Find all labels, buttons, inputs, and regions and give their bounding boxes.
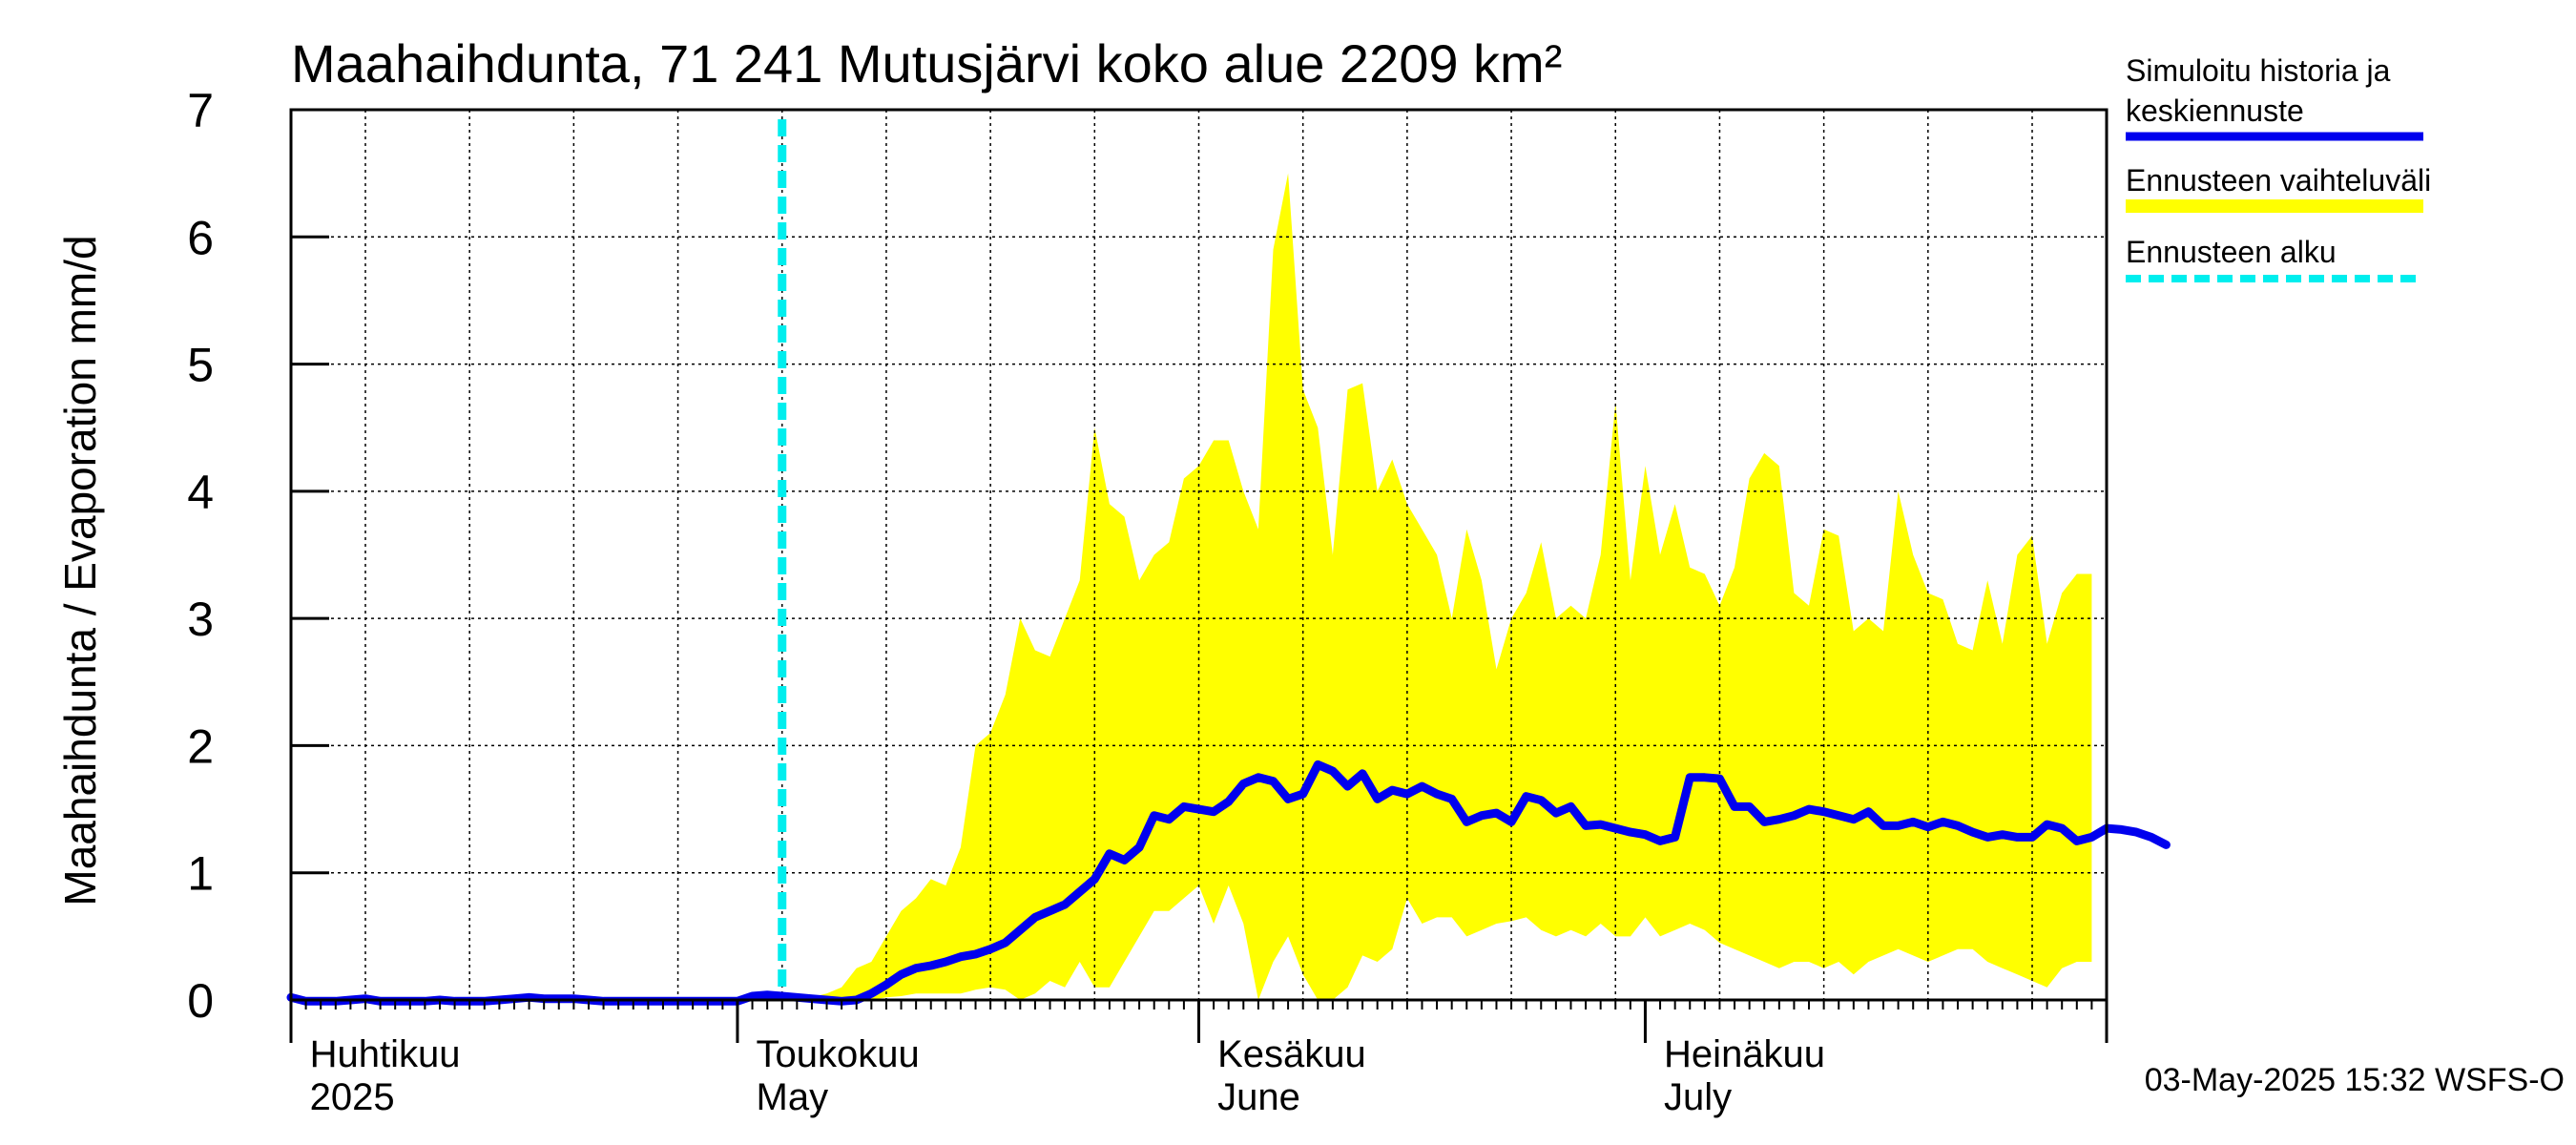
y-tick-label: 2 — [187, 719, 214, 773]
y-tick-label: 4 — [187, 466, 214, 519]
x-month-label: Kesäkuu — [1217, 1033, 1366, 1075]
legend: Simuloitu historia ja keskiennuste Ennuste… — [2126, 53, 2431, 282]
y-tick-label: 5 — [187, 339, 214, 392]
x-month-sublabel: June — [1217, 1076, 1300, 1118]
y-axis-ticks: 0 1 2 3 4 5 6 7 — [187, 84, 329, 1028]
y-tick-label: 7 — [187, 84, 214, 137]
x-month-label: Toukokuu — [757, 1033, 920, 1075]
y-tick-label: 1 — [187, 847, 214, 901]
x-month-sublabel: May — [757, 1076, 829, 1118]
x-month-sublabel: 2025 — [310, 1076, 395, 1118]
forecast-band-area — [781, 173, 2092, 1001]
chart-title: Maahaihdunta, 71 241 Mutusjärvi koko alu… — [291, 33, 1562, 94]
legend-label-range: Ennusteen vaihteluväli — [2126, 163, 2431, 198]
legend-label-forecast-start: Ennusteen alku — [2126, 235, 2337, 269]
forecast-range-band — [781, 173, 2092, 1001]
y-tick-label: 3 — [187, 593, 214, 646]
legend-label-mean: Simuloitu historia ja — [2126, 53, 2391, 88]
timestamp-footer: 03-May-2025 15:32 WSFS-O — [2145, 1062, 2565, 1098]
legend-label-mean-line2: keskiennuste — [2126, 94, 2304, 128]
y-tick-label: 6 — [187, 211, 214, 264]
y-axis-label: Maahaihdunta / Evaporation mm/d — [55, 235, 105, 906]
legend-swatch-range — [2126, 199, 2423, 213]
x-month-label: Heinäkuu — [1664, 1033, 1825, 1075]
x-month-label: Huhtikuu — [310, 1033, 461, 1075]
y-tick-label: 0 — [187, 974, 214, 1028]
x-month-sublabel: July — [1664, 1076, 1732, 1118]
